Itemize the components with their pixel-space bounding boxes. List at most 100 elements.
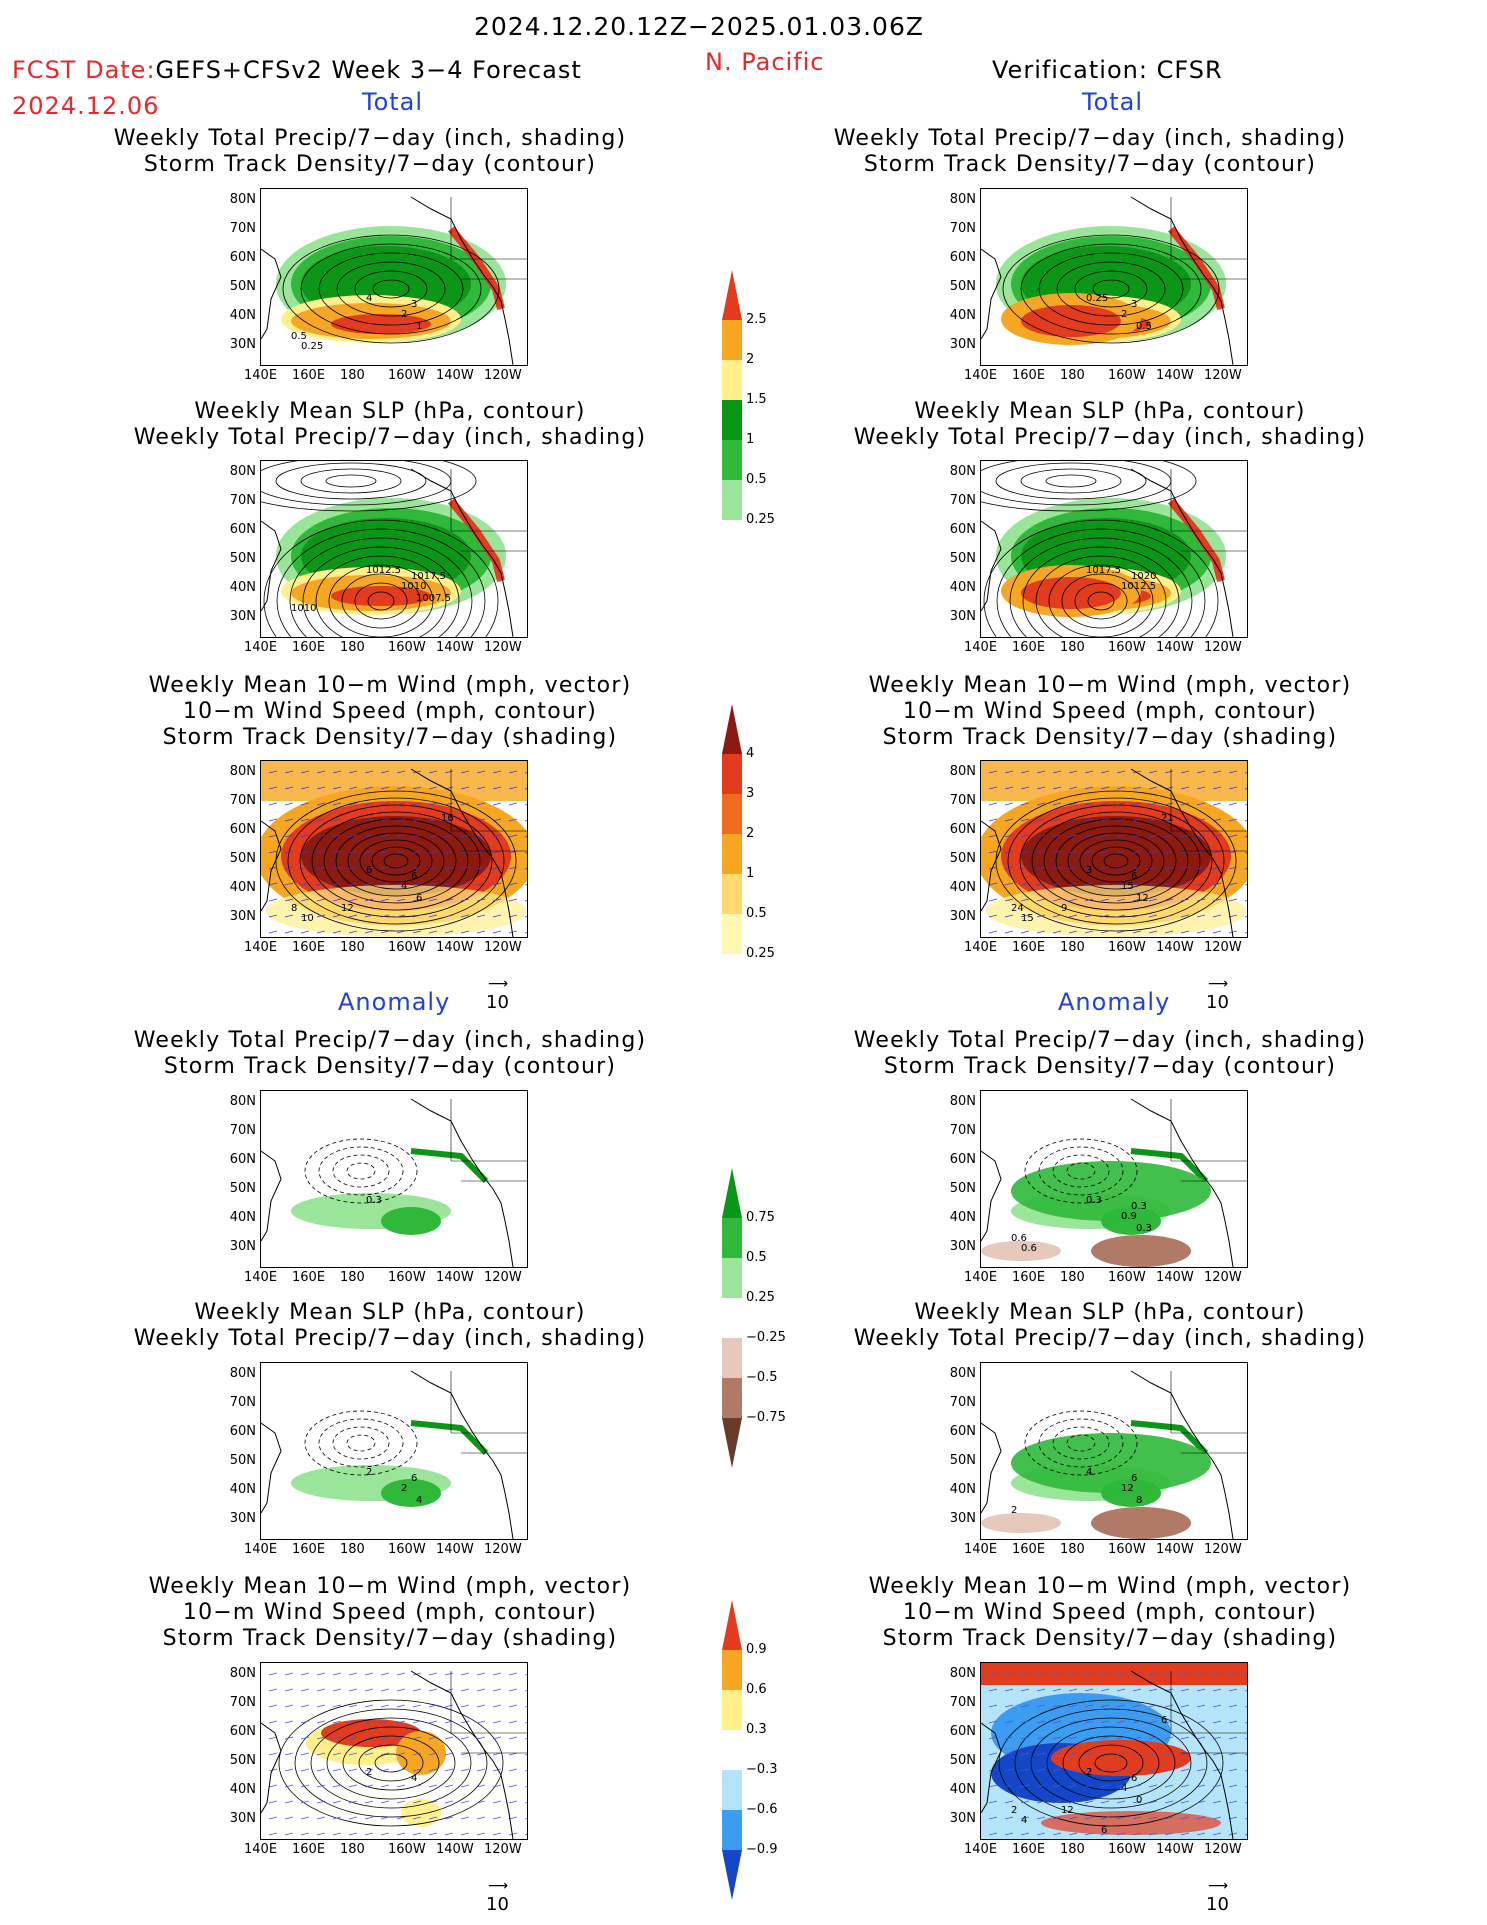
colorbar-cell bbox=[722, 1378, 742, 1418]
wind-vector bbox=[1148, 802, 1158, 806]
wind-vector bbox=[1148, 786, 1158, 790]
contour-line bbox=[1048, 564, 1154, 637]
wind-vector bbox=[476, 770, 486, 774]
lon-tick: 140W bbox=[1156, 940, 1194, 955]
wind-vector bbox=[380, 1672, 390, 1676]
wind-vector bbox=[412, 898, 422, 902]
colorbar-cell bbox=[722, 520, 742, 570]
wind-vector bbox=[316, 866, 326, 870]
wind-vector bbox=[316, 1800, 326, 1804]
contour-label: 6 bbox=[1131, 871, 1137, 882]
wind-vector bbox=[1180, 898, 1190, 902]
contour-label: 0.3 bbox=[366, 1195, 382, 1206]
wind-vector bbox=[1084, 802, 1094, 806]
wind-vector bbox=[1132, 786, 1142, 790]
wind-vector bbox=[1036, 1768, 1046, 1772]
wind-vector bbox=[1116, 898, 1126, 902]
coastline bbox=[1130, 1670, 1234, 1839]
wind-vector bbox=[524, 852, 527, 854]
border bbox=[450, 1371, 527, 1454]
lon-tick: 140W bbox=[436, 940, 474, 955]
storm-anom-shade bbox=[981, 1663, 1247, 1685]
coastal-anom bbox=[1130, 1148, 1209, 1184]
wind-vector bbox=[460, 1752, 470, 1756]
wind-vector bbox=[348, 866, 358, 870]
wind-vector bbox=[1020, 786, 1030, 790]
wind-vector bbox=[1244, 1690, 1247, 1692]
wind-vector bbox=[268, 1736, 278, 1740]
lat-tick: 50N bbox=[229, 279, 256, 294]
wind-vector bbox=[348, 930, 358, 934]
contour-label: 4 bbox=[1121, 1783, 1127, 1794]
wind-vector bbox=[444, 1752, 454, 1756]
contour-label: 3 bbox=[1086, 865, 1092, 876]
wind-vector bbox=[1084, 1736, 1094, 1740]
contour-line bbox=[315, 555, 447, 637]
wind-vector bbox=[1244, 852, 1247, 854]
wind-vector bbox=[1148, 1720, 1158, 1724]
wind-vector bbox=[1132, 802, 1142, 806]
wind-vector bbox=[524, 1754, 527, 1756]
colorbar-cell bbox=[722, 914, 742, 954]
coastline bbox=[1130, 468, 1234, 637]
wind-vector bbox=[1116, 1704, 1126, 1708]
wind-vector bbox=[1244, 788, 1247, 790]
wind-vector bbox=[1228, 1688, 1238, 1692]
wind-vector bbox=[364, 1800, 374, 1804]
coastline bbox=[981, 520, 1002, 612]
wind-vector bbox=[1164, 770, 1174, 774]
wind-vector bbox=[1180, 834, 1190, 838]
wind-vector bbox=[428, 866, 438, 870]
contour-line bbox=[998, 1699, 1224, 1827]
wind-vector bbox=[1100, 1736, 1110, 1740]
wind-vector bbox=[1196, 1800, 1206, 1804]
wind-vector bbox=[1100, 866, 1110, 870]
wind-vector bbox=[332, 1736, 342, 1740]
wind-vector bbox=[1084, 850, 1094, 854]
precip-shade bbox=[1021, 577, 1121, 609]
wind-vector bbox=[508, 1784, 518, 1788]
wind-vector bbox=[1100, 914, 1110, 918]
wind-vector bbox=[476, 1688, 486, 1692]
lon-tick: 180 bbox=[340, 1542, 365, 1557]
wind-vector bbox=[1132, 1672, 1142, 1676]
lon-tick: 140E bbox=[244, 368, 278, 383]
lon-tick: 140W bbox=[1156, 1542, 1194, 1557]
wind-vector bbox=[1068, 1704, 1078, 1708]
lat-tick: 80N bbox=[229, 1094, 256, 1109]
wind-vector bbox=[428, 786, 438, 790]
contour-label: 6 bbox=[411, 871, 417, 882]
contour-line bbox=[282, 234, 500, 344]
wind-vector bbox=[1180, 914, 1190, 918]
wind-vector bbox=[396, 1704, 406, 1708]
wind-vector bbox=[1180, 1768, 1190, 1772]
contour-line bbox=[371, 846, 421, 876]
contour-line bbox=[294, 1708, 488, 1818]
contour-line bbox=[302, 546, 460, 637]
wind-vector bbox=[1020, 770, 1030, 774]
wind-vector bbox=[1196, 882, 1206, 886]
colorbar-cell bbox=[722, 754, 742, 794]
wind-vector bbox=[1196, 834, 1206, 838]
wind-vector bbox=[348, 786, 358, 790]
wind-vector bbox=[1180, 802, 1190, 806]
wind-vector bbox=[1180, 850, 1190, 854]
lon-tick: 160E bbox=[292, 940, 326, 955]
contour-line bbox=[311, 811, 481, 911]
wind-vector bbox=[1052, 802, 1062, 806]
wind-vector bbox=[524, 916, 527, 918]
wind-vector bbox=[1132, 1784, 1142, 1788]
wind-vector bbox=[316, 1672, 326, 1676]
wind-vector bbox=[524, 1706, 527, 1708]
coastline bbox=[981, 1422, 1002, 1514]
wind-vector bbox=[1244, 1754, 1247, 1756]
wind-vector bbox=[284, 1672, 294, 1676]
wind-vector bbox=[1116, 1816, 1126, 1820]
wind-vector bbox=[1052, 786, 1062, 790]
contour-line bbox=[346, 1434, 376, 1452]
lat-tick: 40N bbox=[229, 1210, 256, 1225]
wind-vector bbox=[1180, 1704, 1190, 1708]
wind-vector bbox=[1164, 818, 1174, 822]
lat-tick: 70N bbox=[229, 1695, 256, 1710]
